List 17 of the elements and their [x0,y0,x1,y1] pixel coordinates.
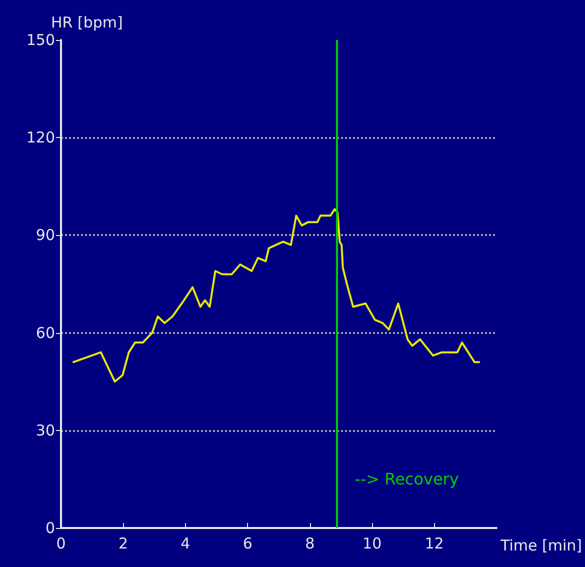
line-series [72,208,480,383]
y-tick-label: 60 [36,324,55,342]
y-tick-label: 30 [36,421,55,440]
x-axis-title: Time [min] [500,536,582,554]
x-tick-label: 10 [362,534,382,552]
y-tick-label: 150 [26,31,55,49]
x-tick-label: 8 [305,534,315,552]
x-tick-label: 12 [424,534,444,552]
x-tick-label: 6 [242,534,252,552]
y-tick-label: 90 [36,226,55,244]
x-tick-label: 0 [56,534,66,552]
x-tick-label: 4 [180,534,190,552]
ref-line-label: --> Recovery [354,470,459,489]
x-tick-label: 2 [118,534,128,552]
y-tick-label: 120 [26,128,55,147]
y-axis-title: HR [bpm] [51,14,123,32]
y-tick-label: 0 [45,519,55,537]
